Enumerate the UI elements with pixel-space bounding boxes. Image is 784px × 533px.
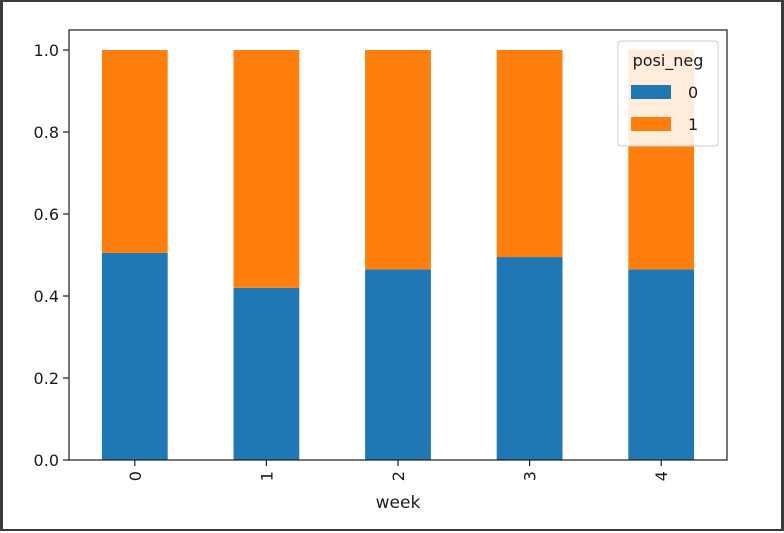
bar-series-0-week-1 — [233, 287, 300, 460]
bar-series-1-week-1 — [233, 50, 300, 288]
y-tick-label: 0.2 — [34, 369, 59, 388]
bar-series-1-week-3 — [496, 50, 563, 258]
x-axis: 0 1 2 3 4 — [126, 460, 671, 481]
x-tick-label: 4 — [652, 471, 671, 481]
x-tick-label: 3 — [521, 471, 540, 481]
y-tick-label: 0.6 — [34, 205, 59, 224]
y-axis: 0.0 0.2 0.4 0.6 0.8 1.0 — [34, 41, 69, 470]
legend: posi_neg 0 1 — [617, 40, 719, 147]
x-tick-label: 0 — [126, 471, 145, 481]
x-tick-label: 1 — [257, 471, 276, 481]
bar-series-0-week-3 — [496, 257, 563, 460]
bar-series-0-week-2 — [365, 269, 431, 460]
x-tick-label: 2 — [389, 471, 408, 481]
y-tick-label: 0.4 — [34, 287, 59, 306]
bar-series-1-week-0 — [101, 50, 168, 253]
plot-frame — [68, 29, 728, 461]
legend-swatch-1 — [631, 117, 671, 131]
bar-layer — [101, 50, 695, 460]
y-tick-label: 0.8 — [34, 123, 59, 142]
stacked-bar-chart: 0.0 0.2 0.4 0.6 0.8 1.0 0 1 2 3 4 week posi_neg 0… — [34, 29, 728, 513]
legend-label-1: 1 — [688, 115, 698, 134]
bar-series-0-week-0 — [101, 252, 168, 460]
x-axis-label: week — [376, 493, 421, 513]
bar-series-1-week-2 — [365, 50, 431, 270]
y-tick-label: 1.0 — [34, 41, 59, 60]
legend-title: posi_neg — [633, 51, 704, 71]
y-tick-label: 0.0 — [34, 451, 59, 470]
legend-label-0: 0 — [688, 83, 698, 102]
legend-swatch-0 — [631, 85, 671, 99]
bar-series-0-week-4 — [628, 269, 695, 460]
